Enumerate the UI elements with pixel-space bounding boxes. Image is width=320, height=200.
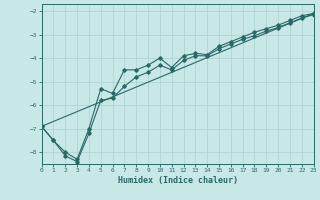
X-axis label: Humidex (Indice chaleur): Humidex (Indice chaleur) xyxy=(118,176,237,185)
